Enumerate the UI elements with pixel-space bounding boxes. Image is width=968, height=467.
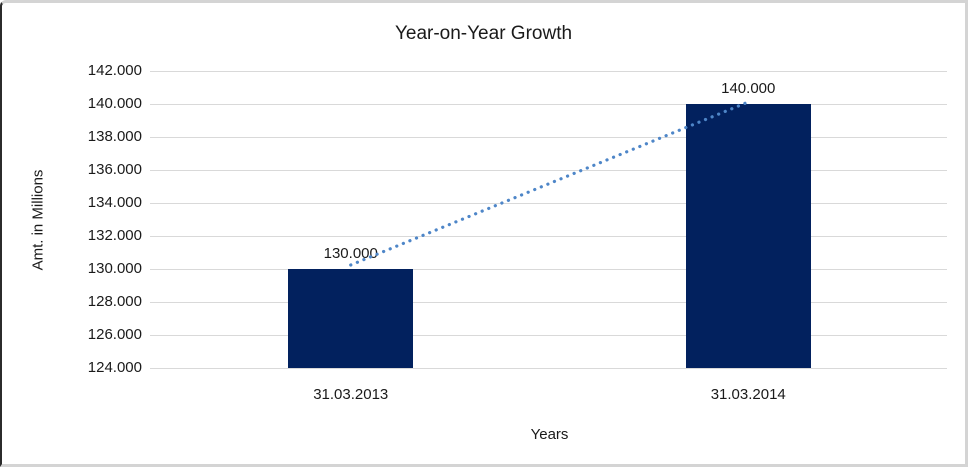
gridline [150,169,947,171]
gridline [150,301,947,303]
chart-title: Year-on-Year Growth [394,23,573,44]
x-axis-title: Years [530,426,569,443]
gridline [150,235,947,237]
gridline [150,70,947,72]
bar-value-label: 140.000 [721,80,776,97]
y-axis-tick-label: 124.000 [87,359,142,376]
bar-value-label: 130.000 [323,245,378,262]
bar-31.03.2013[interactable] [288,269,414,368]
bar-31.03.2014[interactable] [685,104,811,368]
y-axis-tick-label: 130.000 [87,260,142,277]
y-axis-tick-label: 142.000 [87,62,142,79]
gridline [150,202,947,204]
y-axis-title: Amt. in Millions [29,169,47,271]
gridline [150,136,947,138]
y-axis-tick-label: 134.000 [87,194,142,211]
y-axis-tick-label: 136.000 [87,161,142,178]
gridline [150,103,947,105]
y-axis-tick-label: 126.000 [87,326,142,343]
y-axis-tick-label: 140.000 [87,95,142,112]
y-axis-tick-label: 128.000 [87,293,142,310]
x-axis-tick-label: 31.03.2014 [710,386,786,403]
y-axis-tick-label: 132.000 [87,227,142,244]
x-axis-tick-label: 31.03.2013 [313,386,389,403]
gridline [150,268,947,270]
gridline [150,334,947,336]
gridline [150,367,947,369]
y-axis-tick-label: 138.000 [87,128,142,145]
